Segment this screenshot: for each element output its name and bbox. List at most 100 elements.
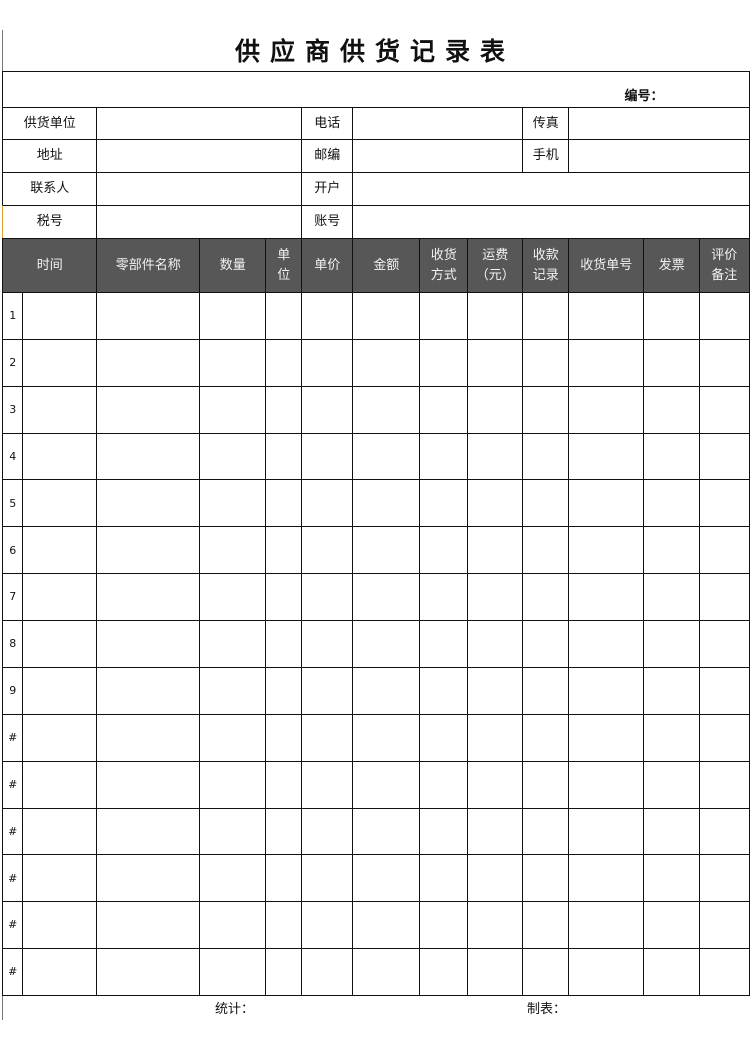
cell-receipt-number[interactable] [568, 854, 645, 903]
cell-freight[interactable] [467, 620, 524, 669]
cell-part-name[interactable] [96, 713, 201, 763]
phone-field[interactable] [352, 107, 524, 141]
cell-amount[interactable] [352, 854, 421, 903]
cell-part-name[interactable] [96, 292, 201, 341]
cell-receipt-number[interactable] [568, 573, 645, 622]
cell-unit-price[interactable] [301, 526, 354, 575]
cell-invoice[interactable] [643, 526, 701, 575]
cell-payment-record[interactable] [522, 479, 570, 528]
cell-unit[interactable] [265, 432, 303, 481]
cell-delivery-method[interactable] [419, 479, 469, 528]
cell-freight[interactable] [467, 573, 524, 622]
cell-delivery-method[interactable] [419, 432, 469, 481]
cell-part-name[interactable] [96, 573, 201, 622]
cell-time[interactable] [22, 901, 98, 950]
cell-part-name[interactable] [96, 385, 201, 435]
cell-receipt-number[interactable] [568, 901, 645, 950]
cell-payment-record[interactable] [522, 760, 570, 810]
cell-unit-price[interactable] [301, 807, 354, 856]
cell-amount[interactable] [352, 666, 421, 716]
cell-part-name[interactable] [96, 666, 201, 716]
cell-remarks[interactable] [699, 901, 750, 950]
mobile-field[interactable] [568, 139, 750, 174]
cell-remarks[interactable] [699, 713, 750, 763]
cell-unit[interactable] [265, 948, 303, 997]
cell-remarks[interactable] [699, 807, 750, 856]
cell-receipt-number[interactable] [568, 479, 645, 528]
cell-invoice[interactable] [643, 385, 701, 435]
cell-time[interactable] [22, 292, 98, 341]
cell-quantity[interactable] [199, 479, 267, 528]
cell-receipt-number[interactable] [568, 338, 645, 388]
cell-time[interactable] [22, 948, 98, 997]
cell-freight[interactable] [467, 338, 524, 388]
cell-unit[interactable] [265, 760, 303, 810]
cell-quantity[interactable] [199, 666, 267, 716]
cell-unit[interactable] [265, 292, 303, 341]
cell-part-name[interactable] [96, 338, 201, 388]
cell-unit-price[interactable] [301, 713, 354, 763]
cell-amount[interactable] [352, 760, 421, 810]
cell-unit-price[interactable] [301, 432, 354, 481]
cell-delivery-method[interactable] [419, 713, 469, 763]
cell-unit[interactable] [265, 854, 303, 903]
cell-amount[interactable] [352, 292, 421, 341]
cell-payment-record[interactable] [522, 901, 570, 950]
cell-delivery-method[interactable] [419, 338, 469, 388]
cell-quantity[interactable] [199, 807, 267, 856]
cell-unit[interactable] [265, 573, 303, 622]
cell-freight[interactable] [467, 854, 524, 903]
cell-invoice[interactable] [643, 807, 701, 856]
cell-time[interactable] [22, 854, 98, 903]
cell-receipt-number[interactable] [568, 713, 645, 763]
cell-part-name[interactable] [96, 901, 201, 950]
cell-freight[interactable] [467, 526, 524, 575]
cell-unit[interactable] [265, 526, 303, 575]
contact-field[interactable] [96, 172, 303, 207]
cell-amount[interactable] [352, 432, 421, 481]
cell-freight[interactable] [467, 807, 524, 856]
cell-payment-record[interactable] [522, 573, 570, 622]
cell-payment-record[interactable] [522, 807, 570, 856]
cell-quantity[interactable] [199, 948, 267, 997]
cell-unit[interactable] [265, 620, 303, 669]
cell-quantity[interactable] [199, 713, 267, 763]
cell-unit-price[interactable] [301, 666, 354, 716]
cell-receipt-number[interactable] [568, 760, 645, 810]
cell-remarks[interactable] [699, 292, 750, 341]
address-field[interactable] [96, 139, 303, 174]
cell-unit[interactable] [265, 713, 303, 763]
fax-field[interactable] [568, 107, 750, 141]
cell-amount[interactable] [352, 901, 421, 950]
cell-unit[interactable] [265, 901, 303, 950]
cell-unit[interactable] [265, 479, 303, 528]
cell-remarks[interactable] [699, 854, 750, 903]
cell-freight[interactable] [467, 666, 524, 716]
cell-quantity[interactable] [199, 292, 267, 341]
cell-freight[interactable] [467, 292, 524, 341]
cell-receipt-number[interactable] [568, 948, 645, 997]
cell-payment-record[interactable] [522, 620, 570, 669]
cell-part-name[interactable] [96, 479, 201, 528]
cell-unit-price[interactable] [301, 338, 354, 388]
cell-quantity[interactable] [199, 526, 267, 575]
cell-invoice[interactable] [643, 854, 701, 903]
cell-time[interactable] [22, 385, 98, 435]
cell-unit[interactable] [265, 666, 303, 716]
cell-remarks[interactable] [699, 338, 750, 388]
bank-field[interactable] [352, 172, 750, 207]
cell-freight[interactable] [467, 432, 524, 481]
cell-unit-price[interactable] [301, 292, 354, 341]
cell-part-name[interactable] [96, 620, 201, 669]
cell-receipt-number[interactable] [568, 385, 645, 435]
cell-invoice[interactable] [643, 713, 701, 763]
cell-time[interactable] [22, 526, 98, 575]
cell-remarks[interactable] [699, 479, 750, 528]
cell-time[interactable] [22, 713, 98, 763]
cell-amount[interactable] [352, 807, 421, 856]
cell-amount[interactable] [352, 526, 421, 575]
cell-invoice[interactable] [643, 948, 701, 997]
cell-invoice[interactable] [643, 432, 701, 481]
cell-time[interactable] [22, 760, 98, 810]
cell-quantity[interactable] [199, 901, 267, 950]
